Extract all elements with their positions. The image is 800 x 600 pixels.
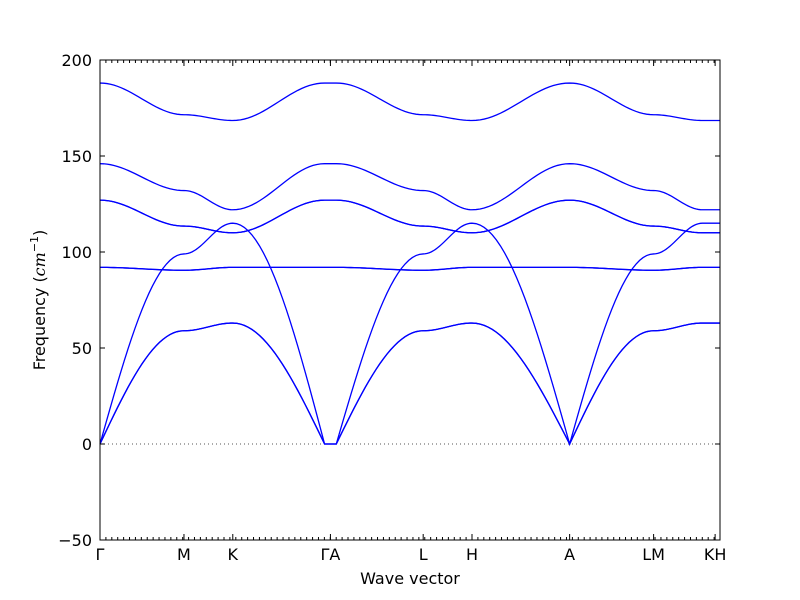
y-tick-label: 0 [82,435,92,454]
x-tick-label: KH [704,545,727,564]
x-tick-label: L [419,545,428,564]
y-axis-title: Frequency (cm−1) [28,230,49,371]
band-line-2 [99,322,720,446]
plot-frame [99,59,721,541]
y-axis-title-math: cm [30,252,49,276]
y-axis-title-close: ) [30,230,49,236]
band-line-7 [99,199,720,234]
y-axis-ticks: −50 0 50 100 150 200 [58,51,720,550]
y-tick-label: 200 [61,51,92,70]
band-line-5 [99,266,720,271]
x-tick-label: K [228,545,239,564]
y-axis-title-superscript: −1 [28,236,41,252]
y-tick-label: 100 [61,243,92,262]
x-tick-label: Γ [96,545,105,564]
x-tick-label: H [466,545,478,564]
x-tick-label: LM [642,545,665,564]
band-line-8 [99,163,720,211]
x-tick-label: ΓA [320,545,340,564]
y-tick-label: −50 [58,531,92,550]
band-line-1 [99,322,720,446]
band-line-9 [99,82,720,122]
y-axis-title-text: Frequency ( [30,276,49,370]
y-tick-label: 50 [72,339,92,358]
band-series-layer [99,82,720,447]
x-tick-label: M [177,545,191,564]
x-axis-ticks: Γ M K ΓA L H A LM KH [96,60,727,564]
band-line-6 [99,199,720,234]
y-tick-label: 150 [61,147,92,166]
x-axis-minor-ticks [99,60,721,540]
x-axis-title: Wave vector [360,569,460,588]
x-tick-label: A [564,545,575,564]
